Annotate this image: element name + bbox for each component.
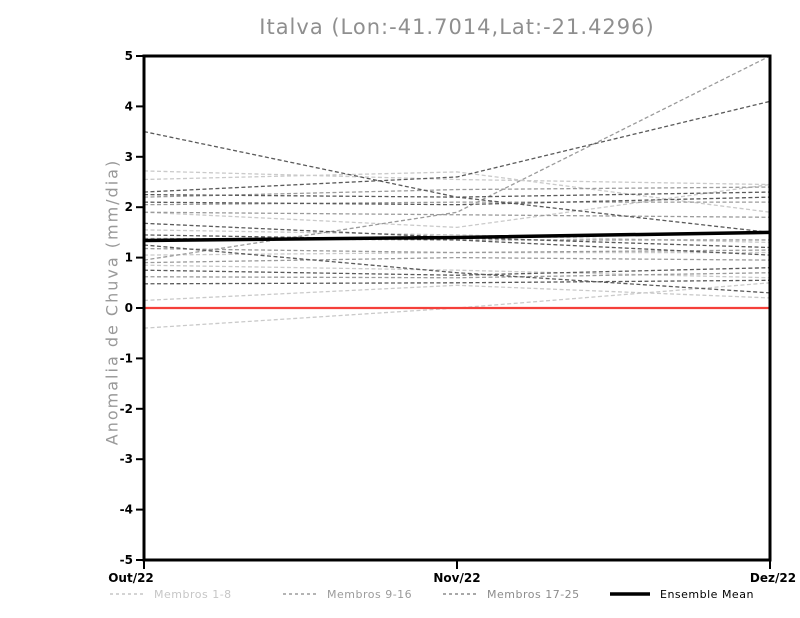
legend-label: Membros 17-25 (487, 587, 580, 601)
legend-item-membros-9-16: Membros 9-16 (283, 586, 412, 602)
svg-text:Out/22: Out/22 (108, 571, 154, 585)
legend: Membros 1-8 Membros 9-16 Membros 17-25 E… (0, 586, 800, 606)
legend-label: Membros 1-8 (154, 587, 232, 601)
legend-line-sample (110, 593, 144, 595)
legend-item-membros-1-8: Membros 1-8 (110, 586, 232, 602)
svg-text:5: 5 (125, 49, 133, 63)
legend-line-sample (443, 593, 477, 595)
chart-title: Italva (Lon:-41.7014,Lat:-21.4296) (259, 15, 655, 39)
svg-text:1: 1 (125, 251, 133, 265)
svg-text:3: 3 (125, 150, 133, 164)
legend-label: Membros 9-16 (327, 587, 413, 601)
legend-line-sample (610, 592, 650, 596)
svg-text:-1: -1 (120, 351, 133, 365)
svg-text:Dez/22: Dez/22 (750, 571, 796, 585)
svg-text:-3: -3 (120, 452, 133, 466)
svg-text:4: 4 (125, 99, 133, 113)
svg-text:-4: -4 (120, 503, 133, 517)
legend-label: Ensemble Mean (660, 587, 754, 601)
legend-item-ensemble-mean: Ensemble Mean (610, 586, 754, 602)
svg-text:-5: -5 (120, 553, 133, 567)
svg-text:Nov/22: Nov/22 (433, 571, 480, 585)
legend-line-sample (283, 593, 317, 595)
legend-item-membros-17-25: Membros 17-25 (443, 586, 580, 602)
svg-text:-2: -2 (120, 402, 133, 416)
svg-text:2: 2 (125, 200, 133, 214)
svg-text:0: 0 (125, 301, 133, 315)
